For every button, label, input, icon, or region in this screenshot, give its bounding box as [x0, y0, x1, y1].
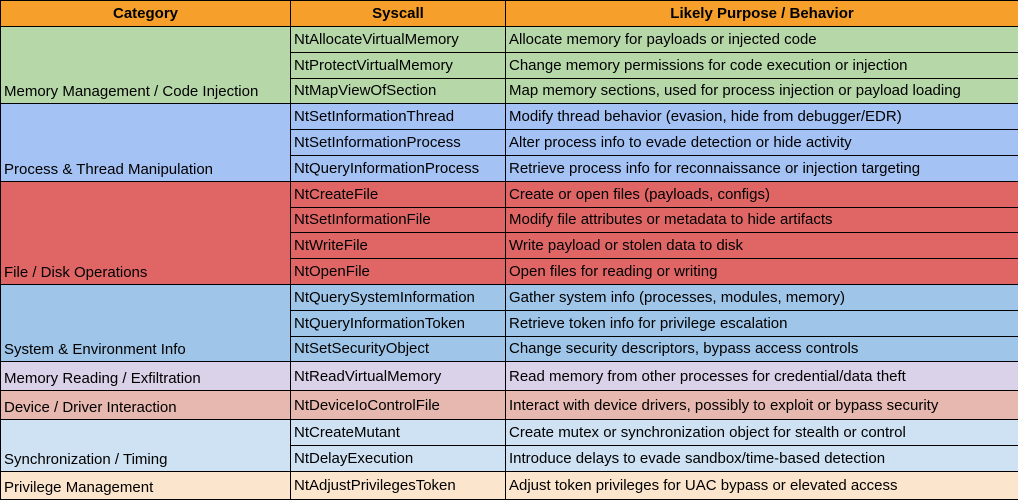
syscall-cell: NtProtectVirtualMemory [291, 52, 506, 78]
syscall-cell: NtAllocateVirtualMemory [291, 27, 506, 53]
category-cell: File / Disk Operations [1, 181, 291, 284]
syscall-cell: NtOpenFile [291, 259, 506, 285]
purpose-cell: Gather system info (processes, modules, … [506, 284, 1018, 310]
category-cell: System & Environment Info [1, 284, 291, 361]
syscall-cell: NtAdjustPrivilegesToken [291, 471, 506, 500]
category-cell: Memory Management / Code Injection [1, 27, 291, 104]
header-purpose: Likely Purpose / Behavior [506, 1, 1018, 27]
header-row: Category Syscall Likely Purpose / Behavi… [1, 1, 1018, 27]
syscall-cell: NtDeviceIoControlFile [291, 391, 506, 420]
syscall-cell: NtCreateMutant [291, 419, 506, 445]
category-cell: Device / Driver Interaction [1, 391, 291, 420]
syscall-cell: NtReadVirtualMemory [291, 362, 506, 391]
purpose-cell: Change memory permissions for code execu… [506, 52, 1018, 78]
syscall-cell: NtMapViewOfSection [291, 78, 506, 104]
purpose-cell: Introduce delays to evade sandbox/time-b… [506, 445, 1018, 471]
syscall-cell: NtWriteFile [291, 233, 506, 259]
syscall-cell: NtQuerySystemInformation [291, 284, 506, 310]
syscall-cell: NtSetInformationFile [291, 207, 506, 233]
syscall-cell: NtCreateFile [291, 181, 506, 207]
syscall-cell: NtQueryInformationProcess [291, 155, 506, 181]
purpose-cell: Retrieve process info for reconnaissance… [506, 155, 1018, 181]
purpose-cell: Interact with device drivers, possibly t… [506, 391, 1018, 420]
syscall-cell: NtQueryInformationToken [291, 310, 506, 336]
purpose-cell: Retrieve token info for privilege escala… [506, 310, 1018, 336]
syscall-cell: NtSetInformationThread [291, 104, 506, 130]
category-cell: Memory Reading / Exfiltration [1, 362, 291, 391]
purpose-cell: Adjust token privileges for UAC bypass o… [506, 471, 1018, 500]
purpose-cell: Modify file attributes or metadata to hi… [506, 207, 1018, 233]
purpose-cell: Map memory sections, used for process in… [506, 78, 1018, 104]
purpose-cell: Modify thread behavior (evasion, hide fr… [506, 104, 1018, 130]
header-syscall: Syscall [291, 1, 506, 27]
purpose-cell: Allocate memory for payloads or injected… [506, 27, 1018, 53]
purpose-cell: Change security descriptors, bypass acce… [506, 336, 1018, 362]
header-category: Category [1, 1, 291, 27]
syscall-cell: NtSetInformationProcess [291, 130, 506, 156]
purpose-cell: Create mutex or synchronization object f… [506, 419, 1018, 445]
purpose-cell: Write payload or stolen data to disk [506, 233, 1018, 259]
category-cell: Privilege Management [1, 471, 291, 500]
category-cell: Process & Thread Manipulation [1, 104, 291, 181]
purpose-cell: Read memory from other processes for cre… [506, 362, 1018, 391]
category-cell: Synchronization / Timing [1, 419, 291, 471]
syscall-cell: NtDelayExecution [291, 445, 506, 471]
purpose-cell: Open files for reading or writing [506, 259, 1018, 285]
purpose-cell: Alter process info to evade detection or… [506, 130, 1018, 156]
purpose-cell: Create or open files (payloads, configs) [506, 181, 1018, 207]
syscall-cell: NtSetSecurityObject [291, 336, 506, 362]
